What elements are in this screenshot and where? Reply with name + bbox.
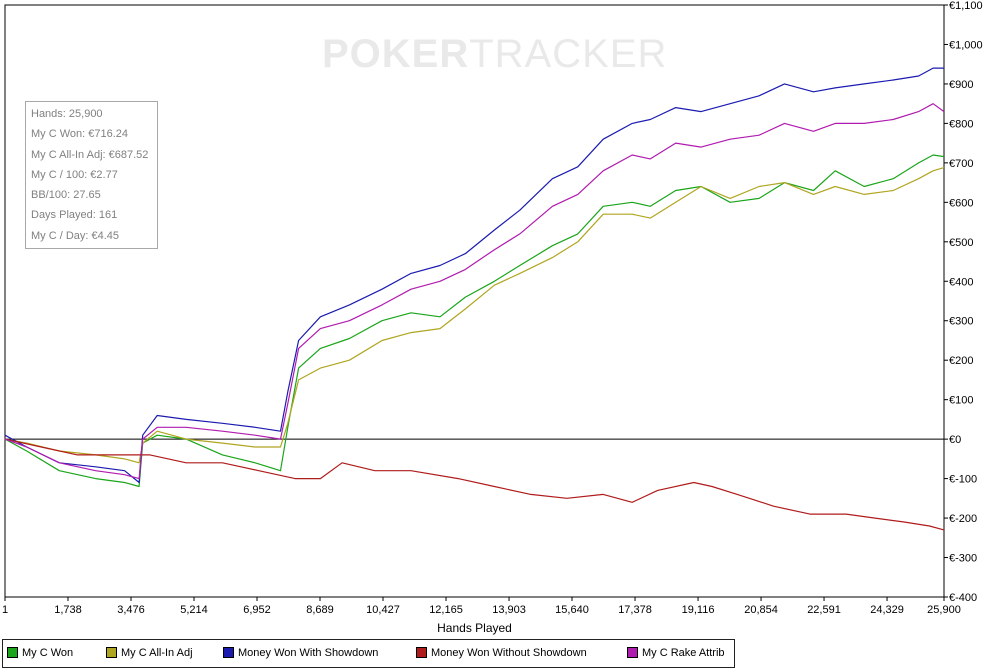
- y-tick-label: €500: [949, 237, 973, 249]
- y-tick-label: €700: [949, 158, 973, 170]
- y-tick-label: €600: [949, 197, 973, 209]
- y-tick-label: €0: [949, 434, 961, 446]
- x-tick-label: 10,427: [366, 604, 400, 616]
- legend-swatch: [416, 646, 427, 658]
- y-tick-label: €900: [949, 79, 973, 91]
- series-line-2: [4, 67, 944, 484]
- y-tick-label: €200: [949, 355, 973, 367]
- legend-item-won-with-showdown[interactable]: Money Won With Showdown: [223, 640, 378, 667]
- y-tick-label: €400: [949, 276, 973, 288]
- series-line-1: [4, 167, 945, 464]
- x-tick-label: 13,903: [492, 604, 526, 616]
- stat-days-played: Days Played: 161: [31, 209, 118, 222]
- stat-allin-adj: My C All-In Adj: €687.52: [31, 148, 149, 161]
- legend-item-won-without-showdown[interactable]: Money Won Without Showdown: [416, 640, 587, 667]
- legend-item-my-c-won[interactable]: My C Won: [7, 640, 73, 667]
- y-tick-label: €-100: [949, 474, 977, 486]
- x-tick-label: 17,378: [618, 604, 652, 616]
- x-tick-label: 25,900: [927, 604, 961, 616]
- legend-label: My C Rake Attrib: [642, 647, 725, 659]
- legend-label: My C All-In Adj: [121, 647, 193, 659]
- x-tick-label: 3,476: [117, 604, 145, 616]
- legend-label: My C Won: [22, 647, 74, 659]
- x-tick-label: 1,738: [54, 604, 82, 616]
- x-tick-label: 15,640: [555, 604, 589, 616]
- legend-item-all-in-adj[interactable]: My C All-In Adj: [106, 640, 193, 667]
- legend-item-rake-attrib[interactable]: My C Rake Attrib: [627, 640, 725, 667]
- stat-bb-100: BB/100: 27.65: [31, 189, 101, 202]
- stat-per-day: My C / Day: €4.45: [31, 229, 120, 242]
- y-tick-label: €-300: [949, 553, 977, 565]
- series-line-0: [4, 154, 945, 488]
- stats-box: Hands: 25,900 My C Won: €716.24 My C All…: [25, 101, 158, 249]
- y-tick-label: €100: [949, 395, 973, 407]
- watermark-bold: POKER: [322, 32, 470, 76]
- x-axis-label: Hands Played: [437, 621, 512, 635]
- x-tick-label: 19,116: [682, 604, 715, 616]
- y-tick-label: €1,000: [949, 39, 983, 51]
- x-tick-label: 1: [2, 604, 8, 616]
- x-tick-label: 6,952: [243, 604, 271, 616]
- stat-won: My C Won: €716.24: [31, 128, 129, 141]
- pokertracker-watermark: POKERTRACKER: [322, 32, 667, 77]
- stat-hands: Hands: 25,900: [31, 108, 103, 120]
- y-tick-label: €-400: [949, 592, 977, 604]
- x-tick-label: 20,854: [744, 604, 778, 616]
- y-tick-label: €-200: [949, 513, 977, 525]
- plot-area: [4, 4, 945, 598]
- x-tick-label: 22,591: [807, 604, 841, 616]
- x-tick-label: 5,214: [180, 604, 208, 616]
- stat-per-100: My C / 100: €2.77: [31, 168, 118, 181]
- x-tick-label: 8,689: [306, 604, 334, 616]
- x-tick-label: 12,165: [429, 604, 463, 616]
- y-tick-label: €800: [949, 118, 973, 130]
- legend-swatch: [627, 646, 638, 658]
- y-tick-label: €300: [949, 316, 973, 328]
- legend-label: Money Won Without Showdown: [431, 647, 587, 659]
- series-line-3: [4, 438, 945, 531]
- legend-swatch: [7, 646, 18, 658]
- legend-label: Money Won With Showdown: [238, 647, 379, 659]
- series-line-4: [4, 103, 945, 480]
- legend-swatch: [106, 646, 117, 658]
- y-tick-label: €1,100: [949, 0, 983, 12]
- chart-legend: My C Won My C All-In Adj Money Won With …: [2, 639, 735, 668]
- watermark-thin: TRACKER: [469, 32, 668, 76]
- legend-swatch: [223, 646, 234, 658]
- x-tick-label: 24,329: [870, 604, 904, 616]
